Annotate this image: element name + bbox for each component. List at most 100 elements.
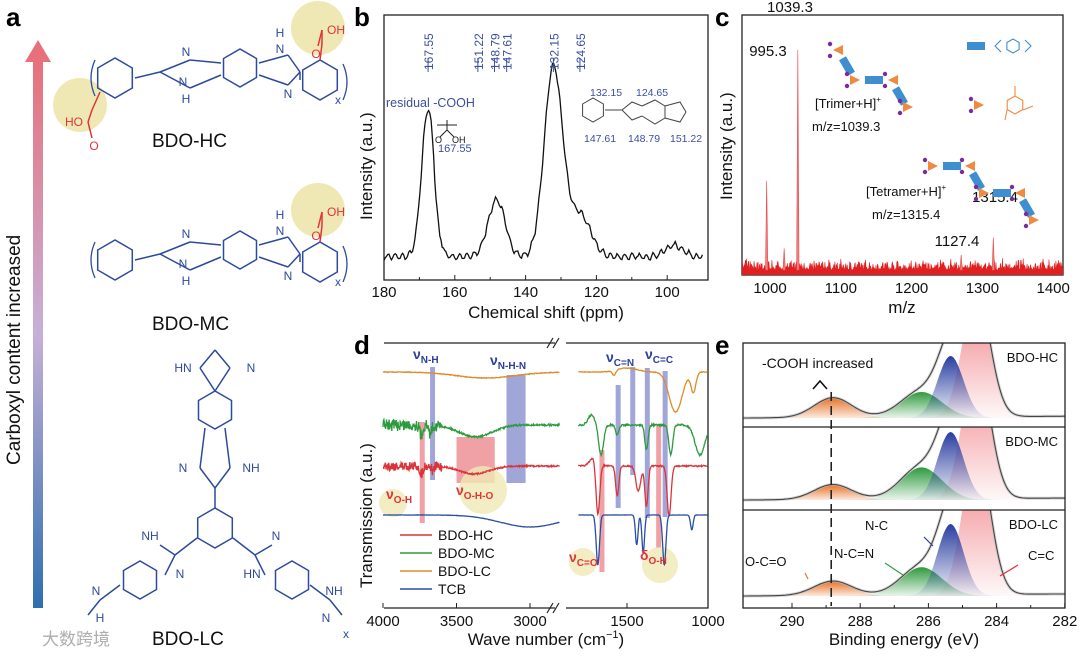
bdo-linker-block xyxy=(892,86,908,106)
y-axis-label-d: Transmission (a.u.) xyxy=(357,443,376,588)
atom-label: OH xyxy=(452,135,466,145)
x-tick-label-d: 3000 xyxy=(513,613,546,630)
bond xyxy=(309,584,331,601)
panel-a: Carboxyl content increased NHHNNNOHOxNHH… xyxy=(4,1,349,650)
bdo-linker-block xyxy=(943,162,961,170)
band-label-highlight xyxy=(569,548,597,576)
carboxyl-dot xyxy=(827,41,833,47)
ion-label: [Tetramer+H]+ xyxy=(866,183,947,199)
benzene-ring xyxy=(222,230,258,270)
ion-label: m/z=1039.3 xyxy=(812,119,880,134)
atom-label: H xyxy=(182,274,191,288)
x-tick-label-b: 100 xyxy=(655,284,680,301)
bdo-linker-block xyxy=(993,189,1011,197)
carboxyl-dot xyxy=(1009,184,1015,190)
tcb-node-triangle xyxy=(903,102,913,112)
benzene-ring xyxy=(122,560,158,600)
band-label: δO-H xyxy=(640,547,667,567)
x-axis-label-e: Binding energy (eV) xyxy=(829,630,979,649)
nmr-spectrum-line xyxy=(384,62,704,262)
bond xyxy=(134,253,161,261)
arrow-head-icon xyxy=(25,40,51,62)
atom-label: O xyxy=(311,47,320,61)
peak-label: 147.61 xyxy=(501,33,515,70)
carboxyl-dot xyxy=(897,98,903,104)
atom-label: N xyxy=(179,257,188,271)
band-highlight-red xyxy=(656,425,662,548)
mass-peak xyxy=(959,254,963,271)
atom-label: x xyxy=(335,275,341,289)
x-tick-label-e: 286 xyxy=(916,613,941,630)
structure-shift-label: 124.65 xyxy=(636,87,668,99)
ion-label: m/z=1315.4 xyxy=(872,207,940,222)
bond xyxy=(99,584,121,601)
x-tick-label-c: 1200 xyxy=(895,280,928,297)
carboxyl-dot xyxy=(959,169,965,175)
atom-label: OH xyxy=(327,205,345,219)
bond xyxy=(214,367,231,392)
y-axis-label-b: Intensity (a.u.) xyxy=(357,112,376,220)
band-label: νN-H-N xyxy=(490,352,526,372)
peak-label: 148.79 xyxy=(488,33,502,70)
atom-label: NH xyxy=(141,529,158,543)
atom-label: H xyxy=(276,208,285,222)
polymer-bracket xyxy=(90,59,348,101)
benzene-ring xyxy=(196,507,234,549)
bdo-linker-block xyxy=(839,56,855,76)
panel-label-e: e xyxy=(715,330,729,360)
panel-label-c: c xyxy=(715,2,729,32)
bond xyxy=(329,599,343,616)
band-highlight-red xyxy=(599,450,605,572)
plot-frame-c xyxy=(741,14,1064,276)
ftir-series-line xyxy=(382,366,708,414)
peak-label: 995.3 xyxy=(749,43,787,60)
bond xyxy=(159,71,191,89)
x-tick-label-e: 290 xyxy=(779,613,804,630)
component-label: N-C=N xyxy=(834,546,874,561)
tcb-node-triangle xyxy=(888,75,898,85)
atom-label: x xyxy=(335,93,341,107)
band-highlight-blue xyxy=(615,385,621,508)
carboxyl-dot xyxy=(973,196,979,202)
mass-peak xyxy=(796,49,800,271)
benzene-ring xyxy=(222,48,258,88)
atom-label: H xyxy=(182,92,191,106)
carboxyl-dot xyxy=(882,83,888,89)
tcb-node-triangle xyxy=(965,161,975,171)
envelope-fit-line xyxy=(743,343,1065,419)
trimesic-acid-structure xyxy=(1004,86,1034,121)
component-label: N-C xyxy=(865,518,888,533)
peak-label: 132.15 xyxy=(547,33,561,70)
component-peak-N-C=N xyxy=(743,392,1065,418)
bond xyxy=(319,225,323,243)
x-tick-label-e: 288 xyxy=(848,613,873,630)
plot-frame-d xyxy=(384,342,709,609)
carboxyl-dot xyxy=(1023,211,1029,217)
atom-label: N xyxy=(284,269,293,283)
carboxyl-dot xyxy=(922,169,928,175)
mass-peak xyxy=(782,248,786,271)
peak-label: 1127.4 xyxy=(935,233,980,250)
component-label: C=C xyxy=(1028,548,1054,563)
atom-label: N xyxy=(92,584,101,598)
bond xyxy=(214,467,231,489)
peak-label: 1039.3 xyxy=(767,0,813,16)
plot-frame-e xyxy=(742,342,1066,609)
band-label-highlight xyxy=(459,466,507,514)
structure-shift-label: 147.61 xyxy=(584,133,616,145)
atom-label: N xyxy=(284,87,293,101)
benzene-ring xyxy=(301,241,339,283)
atom-label: N xyxy=(182,45,191,59)
atom-label: O xyxy=(435,135,442,145)
plot-frame-b xyxy=(383,14,709,281)
bdo-linker-block xyxy=(865,76,883,84)
watermark: 大数跨境 xyxy=(42,630,110,649)
band-label: νO-H-O xyxy=(456,482,493,502)
x-tick-label-b: 180 xyxy=(371,284,396,301)
bond xyxy=(254,544,273,556)
atom-label: N xyxy=(176,567,185,581)
envelope-fit-line xyxy=(743,510,1065,597)
carboxyl-dot xyxy=(1009,196,1015,202)
bond xyxy=(317,211,323,229)
